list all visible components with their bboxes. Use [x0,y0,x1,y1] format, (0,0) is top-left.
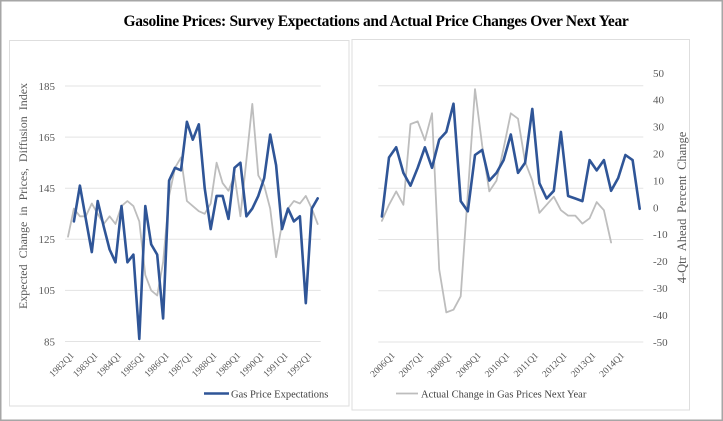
y-tick-label: 185 [39,81,56,93]
y-tick-label: 165 [39,132,56,144]
right-chart-border [351,39,690,411]
series-line-gas-price-expectations [380,102,641,218]
y-tick-label: 105 [39,285,56,297]
y2-tick-label: -10 [653,229,668,241]
right-legend: Actual Change in Gas Prices Next Year [396,390,587,401]
y2-tick-label: -20 [653,256,668,268]
y2-tick-label: 40 [653,95,665,107]
y2-tick-label: -30 [653,283,668,295]
left-legend: Gas Price Expectations [204,390,328,401]
y2-tick-label: 0 [653,202,659,214]
left-chart: 851051251451651851982Q11983Q11984Q11985Q… [9,40,350,407]
y-tick-label: 125 [39,234,56,246]
chart-title: Gasoline Prices: Survey Expectations and… [124,13,629,30]
y2-tick-label: -40 [653,310,668,322]
y2-tick-label: 30 [653,122,665,134]
y2-tick-label: -50 [653,337,668,349]
y-tick-label: 85 [44,336,56,348]
series-line-gas-price-expectations [72,120,319,341]
left-chart-border [9,40,350,407]
legend-label-gas-price-expectations: Gas Price Expectations [231,390,328,401]
y2-tick-label: 20 [653,149,665,161]
left-y-axis-title: Expected Change in Prices, Diffusion Ind… [16,83,30,309]
series-line-actual-change-in-gas-prices-next-year [67,103,319,297]
y2-tick-label: 50 [653,68,665,80]
series-line-actual-change-in-gas-prices-next-year [381,88,612,314]
right-y-axis-title: 4-Qtr Ahead Percent Change [675,131,689,283]
y-tick-label: 145 [39,183,56,195]
y2-tick-label: 10 [653,175,665,187]
legend-label-actual-change: Actual Change in Gas Prices Next Year [421,390,587,401]
